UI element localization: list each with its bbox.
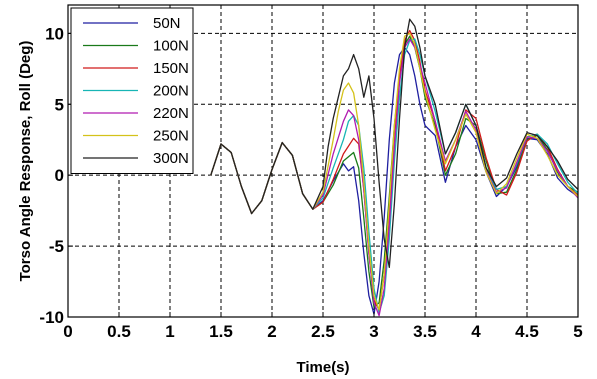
legend-label: 200N bbox=[153, 83, 189, 100]
y-axis-label: Torso Angle Response, Roll (Deg) bbox=[17, 41, 34, 282]
x-tick-label: 0 bbox=[63, 322, 72, 341]
legend-label: 220N bbox=[153, 105, 189, 122]
y-tick-label: -5 bbox=[49, 237, 64, 256]
legend-label: 50N bbox=[153, 15, 181, 32]
x-tick-label: 1 bbox=[165, 322, 174, 341]
x-tick-label: 2 bbox=[267, 322, 276, 341]
series-line-300n bbox=[210, 18, 579, 269]
legend-label: 300N bbox=[153, 150, 189, 167]
y-tick-label: 5 bbox=[55, 95, 64, 114]
x-axis-label: Time(s) bbox=[296, 359, 349, 376]
legend-label: 150N bbox=[153, 60, 189, 77]
legend: 50N 100N 150N 200N 220N 250N 300N bbox=[70, 7, 194, 174]
x-tick-label: 0.5 bbox=[107, 322, 131, 341]
y-tick-label: 10 bbox=[45, 24, 64, 43]
x-tick-label: 4.5 bbox=[515, 322, 539, 341]
x-tick-label: 3.5 bbox=[413, 322, 437, 341]
y-tick-label: 0 bbox=[55, 166, 64, 185]
x-tick-label: 5 bbox=[573, 322, 582, 341]
legend-label: 250N bbox=[153, 128, 189, 145]
legend-label: 100N bbox=[153, 38, 189, 55]
y-tick-label: -10 bbox=[39, 308, 64, 327]
y-axis-ticks: -10 -5 0 5 10 bbox=[39, 24, 73, 327]
x-tick-label: 3 bbox=[369, 322, 378, 341]
x-axis-ticks: 0 0.5 1 1.5 2 2.5 3 3.5 4 4.5 5 bbox=[63, 312, 583, 341]
x-tick-label: 4 bbox=[471, 322, 481, 341]
x-tick-label: 1.5 bbox=[209, 322, 233, 341]
x-tick-label: 2.5 bbox=[311, 322, 335, 341]
series-lines bbox=[210, 18, 579, 317]
